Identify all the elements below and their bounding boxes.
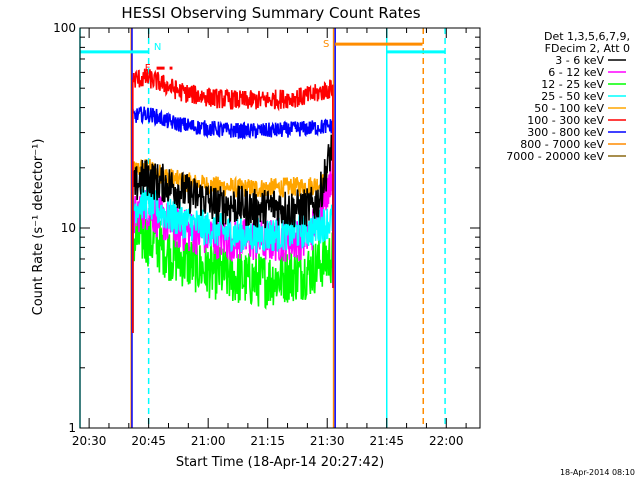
legend-label-3: 25 - 50 keV bbox=[541, 90, 604, 103]
legend-label-8: 7000 - 20000 keV bbox=[506, 150, 604, 163]
x-tick-label-2: 21:00 bbox=[191, 434, 226, 448]
legend-header-detectors: Det 1,3,5,6,7,9, bbox=[544, 30, 630, 43]
plot-layer: NF S bbox=[79, 28, 446, 428]
series-line-100-300keV bbox=[132, 68, 335, 333]
x-tick-label-0: 20:30 bbox=[72, 434, 107, 448]
y-tick-label-1: 10 bbox=[61, 221, 76, 235]
legend-label-6: 300 - 800 keV bbox=[527, 126, 604, 139]
legend-label-0: 3 - 6 keV bbox=[555, 54, 604, 67]
series-line-12-25keV bbox=[132, 210, 334, 333]
x-axis-label: Start Time (18-Apr-14 20:27:42) bbox=[176, 455, 384, 470]
legend-label-4: 50 - 100 keV bbox=[534, 102, 604, 115]
legend-header-attenuator: FDecim 2, Att 0 bbox=[545, 42, 630, 55]
legend-label-1: 6 - 12 keV bbox=[548, 66, 604, 79]
x-tick-label-5: 21:45 bbox=[369, 434, 404, 448]
flag-label-S: S bbox=[323, 39, 329, 50]
series-line-6-12keV bbox=[132, 149, 335, 333]
footer-date-stamp: 18-Apr-2014 08:10 bbox=[560, 468, 635, 477]
flag-label-F: F bbox=[145, 63, 151, 74]
x-tick-label-1: 20:45 bbox=[131, 434, 166, 448]
y-axis-label: Count Rate (s⁻¹ detector⁻¹) bbox=[31, 139, 46, 316]
flag-label-N: N bbox=[154, 42, 161, 53]
series-line-3-6keV bbox=[132, 132, 335, 333]
legend-label-5: 100 - 300 keV bbox=[527, 114, 604, 127]
series-line-300-800keV bbox=[132, 106, 335, 333]
y-tick-label-0: 1 bbox=[68, 421, 76, 435]
chart-title: HESSI Observing Summary Count Rates bbox=[121, 4, 420, 22]
y-tick-label-2: 100 bbox=[53, 21, 76, 35]
legend-label-2: 12 - 25 keV bbox=[541, 78, 604, 91]
x-tick-label-3: 21:15 bbox=[250, 434, 285, 448]
axes-layer: 1 10 100 20:30 20:45 21:00 21:15 21:30 21:45 22:0… bbox=[53, 21, 481, 448]
x-tick-label-6: 22:00 bbox=[429, 434, 464, 448]
x-tick-label-4: 21:30 bbox=[310, 434, 345, 448]
legend-label-7: 800 - 7000 keV bbox=[520, 138, 604, 151]
